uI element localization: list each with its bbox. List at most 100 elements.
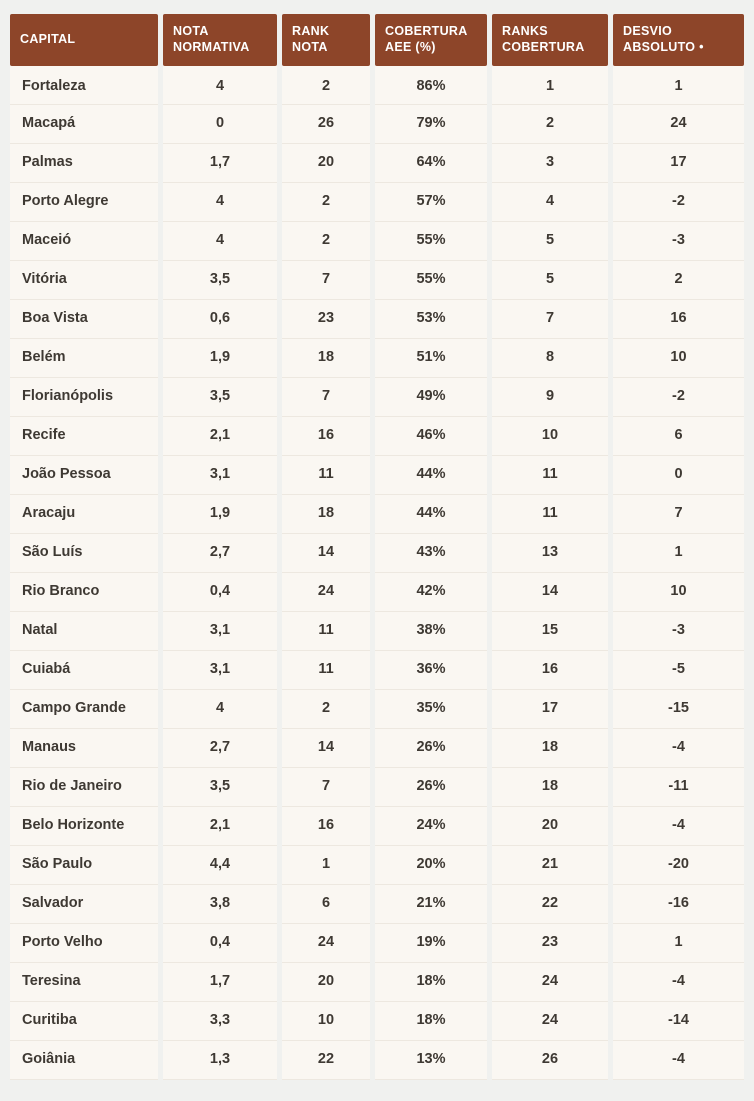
table-cell: 24 — [613, 105, 744, 144]
table-cell: 21% — [375, 885, 487, 924]
table-cell: 64% — [375, 144, 487, 183]
table-cell: 7 — [613, 495, 744, 534]
table-cell: -11 — [613, 768, 744, 807]
table-cell: 86% — [375, 66, 487, 105]
table-row: Porto Velho 0,4 24 19% 23 1 — [10, 924, 744, 963]
capital-cell: Goiânia — [10, 1041, 158, 1080]
table-cell: -4 — [613, 1041, 744, 1080]
capital-cell: Cuiabá — [10, 651, 158, 690]
table-cell: 24 — [492, 963, 608, 1002]
table-cell: 20 — [282, 144, 370, 183]
table-cell: -2 — [613, 183, 744, 222]
table-cell: 26 — [492, 1041, 608, 1080]
table-cell: 3,5 — [163, 378, 277, 417]
capital-cell: Rio de Janeiro — [10, 768, 158, 807]
table-cell: 18% — [375, 1002, 487, 1041]
table-cell: 35% — [375, 690, 487, 729]
table-row: Cuiabá 3,1 11 36% 16 -5 — [10, 651, 744, 690]
table-row: Macapá 0 26 79% 2 24 — [10, 105, 744, 144]
column-header-1: CAPITAL — [10, 14, 158, 66]
table-cell: -4 — [613, 963, 744, 1002]
table-cell: 5 — [492, 261, 608, 300]
table-cell: 1,9 — [163, 495, 277, 534]
table-cell: 10 — [492, 417, 608, 456]
table-cell: 1,7 — [163, 963, 277, 1002]
capital-cell: Teresina — [10, 963, 158, 1002]
table-row: Campo Grande 4 2 35% 17 -15 — [10, 690, 744, 729]
table-cell: 3,1 — [163, 651, 277, 690]
table-cell: 17 — [613, 144, 744, 183]
table-cell: 3,5 — [163, 768, 277, 807]
table-cell: 11 — [492, 495, 608, 534]
capital-cell: Natal — [10, 612, 158, 651]
table-cell: 16 — [492, 651, 608, 690]
table-cell: 15 — [492, 612, 608, 651]
table-cell: 2 — [613, 261, 744, 300]
table-row: Belém 1,9 18 51% 8 10 — [10, 339, 744, 378]
table-cell: 2 — [282, 183, 370, 222]
table-row: Vitória 3,5 7 55% 5 2 — [10, 261, 744, 300]
capital-cell: Rio Branco — [10, 573, 158, 612]
table-cell: 17 — [492, 690, 608, 729]
table-cell: 55% — [375, 222, 487, 261]
table-cell: 14 — [282, 729, 370, 768]
table-cell: 11 — [282, 612, 370, 651]
capital-cell: Salvador — [10, 885, 158, 924]
table-cell: 0,6 — [163, 300, 277, 339]
table-row: Natal 3,1 11 38% 15 -3 — [10, 612, 744, 651]
column-header-5: RANKS COBERTURA — [492, 14, 608, 66]
table-cell: 42% — [375, 573, 487, 612]
capital-cell: Palmas — [10, 144, 158, 183]
table-cell: -4 — [613, 807, 744, 846]
table-cell: 49% — [375, 378, 487, 417]
table-cell: 0,4 — [163, 924, 277, 963]
table-cell: 13 — [492, 534, 608, 573]
column-header-3: RANK NOTA — [282, 14, 370, 66]
table-cell: 6 — [613, 417, 744, 456]
table-row: Curitiba 3,3 10 18% 24 -14 — [10, 1002, 744, 1041]
capital-cell: Campo Grande — [10, 690, 158, 729]
capital-cell: São Paulo — [10, 846, 158, 885]
table-cell: 14 — [282, 534, 370, 573]
table-cell: 0 — [163, 105, 277, 144]
table-row: Rio Branco 0,4 24 42% 14 10 — [10, 573, 744, 612]
table-cell: 24 — [492, 1002, 608, 1041]
table-cell: 38% — [375, 612, 487, 651]
capital-cell: Fortaleza — [10, 66, 158, 105]
column-header-2: NOTA NORMATIVA — [163, 14, 277, 66]
table-cell: 6 — [282, 885, 370, 924]
capital-cell: Maceió — [10, 222, 158, 261]
table-cell: 11 — [282, 651, 370, 690]
table-cell: -15 — [613, 690, 744, 729]
table-cell: 11 — [492, 456, 608, 495]
table-cell: 21 — [492, 846, 608, 885]
table-cell: 18% — [375, 963, 487, 1002]
table-cell: 79% — [375, 105, 487, 144]
table-row: Belo Horizonte 2,1 16 24% 20 -4 — [10, 807, 744, 846]
table-cell: 7 — [282, 378, 370, 417]
table-cell: 26 — [282, 105, 370, 144]
table-row: Rio de Janeiro 3,5 7 26% 18 -11 — [10, 768, 744, 807]
table-cell: 1 — [282, 846, 370, 885]
table-row: Fortaleza 4 2 86% 1 1 — [10, 66, 744, 105]
table-cell: 3,1 — [163, 612, 277, 651]
capital-cell: Vitória — [10, 261, 158, 300]
table-cell: 20% — [375, 846, 487, 885]
table-cell: 18 — [492, 729, 608, 768]
table-cell: 7 — [282, 768, 370, 807]
table-row: Boa Vista 0,6 23 53% 7 16 — [10, 300, 744, 339]
capital-cell: João Pessoa — [10, 456, 158, 495]
table-cell: 23 — [282, 300, 370, 339]
table-cell: 10 — [282, 1002, 370, 1041]
table-cell: 16 — [613, 300, 744, 339]
table-cell: 10 — [613, 573, 744, 612]
table-row: João Pessoa 3,1 11 44% 11 0 — [10, 456, 744, 495]
table-cell: -3 — [613, 612, 744, 651]
table-cell: 53% — [375, 300, 487, 339]
table-cell: 0 — [613, 456, 744, 495]
table-cell: -5 — [613, 651, 744, 690]
table-cell: -16 — [613, 885, 744, 924]
capital-cell: Aracaju — [10, 495, 158, 534]
table-cell: 23 — [492, 924, 608, 963]
